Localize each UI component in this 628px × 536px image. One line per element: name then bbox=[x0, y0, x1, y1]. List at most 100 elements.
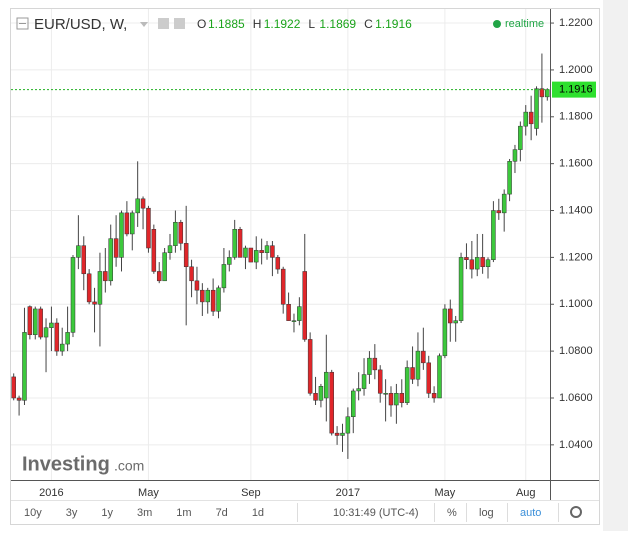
candle-body bbox=[545, 89, 550, 98]
candle-body bbox=[205, 289, 210, 303]
candle-body bbox=[216, 287, 221, 312]
candles: 1.1916 bbox=[11, 53, 596, 459]
ohlc-value: 1.1916 bbox=[375, 17, 412, 31]
candle-body bbox=[404, 367, 410, 403]
ohlc-value: 1.1869 bbox=[319, 17, 356, 31]
candle-body bbox=[345, 416, 351, 434]
collapse-icon[interactable] bbox=[16, 17, 29, 30]
option-button[interactable]: log bbox=[479, 507, 494, 519]
candle-body bbox=[270, 245, 275, 258]
y-tick-label: 1.0600 bbox=[559, 392, 593, 404]
candle-body bbox=[307, 339, 313, 394]
x-tick-label: May bbox=[138, 487, 159, 499]
candle-body bbox=[22, 332, 27, 401]
candle-body bbox=[108, 238, 113, 282]
option-button[interactable]: auto bbox=[520, 507, 541, 519]
candle-body bbox=[464, 257, 469, 260]
candle-body bbox=[356, 388, 361, 392]
candle-body bbox=[367, 357, 372, 375]
dropdown-arrow[interactable] bbox=[140, 22, 148, 27]
candle-body bbox=[162, 252, 167, 282]
ohlc-legend: O 1.1885 H 1.1922 L 1.1869 C 1.1916 bbox=[197, 17, 412, 31]
range-button[interactable]: 1d bbox=[252, 507, 264, 519]
candle-body bbox=[130, 212, 135, 235]
candle-body bbox=[496, 210, 502, 214]
candle-body bbox=[200, 289, 205, 303]
watermark-suffix: .com bbox=[114, 458, 144, 474]
candle-body bbox=[173, 221, 178, 246]
candle-body bbox=[38, 308, 43, 338]
candle-body bbox=[97, 271, 103, 305]
candle-body bbox=[140, 198, 146, 209]
settings-gear[interactable] bbox=[570, 506, 582, 518]
candle-body bbox=[253, 250, 259, 263]
option-button[interactable]: % bbox=[447, 507, 457, 519]
y-tick-label: 1.2000 bbox=[559, 64, 593, 76]
y-tick-label: 1.1400 bbox=[559, 204, 593, 216]
range-button[interactable]: 3y bbox=[66, 507, 78, 519]
range-button[interactable]: 3m bbox=[137, 507, 152, 519]
candle-body bbox=[394, 393, 399, 406]
candle-body bbox=[421, 350, 426, 364]
candle-body bbox=[54, 322, 60, 352]
candle-body bbox=[124, 212, 130, 235]
settings-icon[interactable] bbox=[158, 18, 169, 29]
ohlc-key: L bbox=[308, 17, 315, 31]
candle-body bbox=[92, 301, 97, 305]
settings-icon[interactable] bbox=[174, 18, 185, 29]
candle-body bbox=[480, 257, 485, 268]
candle-body bbox=[377, 369, 383, 394]
grid: 1.0400 1.0600 1.0800 1.1000 1.1200 1.1400 1.16… bbox=[11, 9, 593, 499]
ohlc-key: O bbox=[197, 17, 206, 31]
candle-body bbox=[43, 327, 49, 338]
watermark: Investing bbox=[22, 453, 110, 475]
candle-body bbox=[210, 289, 216, 312]
candle-body bbox=[474, 257, 480, 270]
last-price-tag bbox=[552, 81, 596, 98]
candle-body bbox=[318, 386, 324, 401]
x-tick-label: 2016 bbox=[39, 487, 63, 499]
last-price-label: 1.1916 bbox=[559, 84, 593, 96]
ohlc-value: 1.1885 bbox=[208, 17, 245, 31]
candle-body bbox=[485, 259, 491, 268]
ohlc-key: H bbox=[253, 17, 262, 31]
candle-body bbox=[11, 376, 16, 399]
candle-body bbox=[334, 432, 340, 436]
candle-body bbox=[227, 257, 232, 265]
candle-body bbox=[534, 88, 539, 129]
candle-body bbox=[453, 320, 458, 324]
range-button[interactable]: 10y bbox=[24, 507, 42, 519]
candle-body bbox=[399, 393, 405, 403]
candle-body bbox=[151, 229, 157, 272]
candle-body bbox=[135, 198, 140, 214]
candle-body bbox=[76, 245, 81, 258]
candle-body bbox=[86, 273, 92, 303]
candle-body bbox=[70, 257, 76, 333]
candle-body bbox=[372, 357, 378, 371]
candle-body bbox=[178, 221, 184, 244]
range-button[interactable]: 1y bbox=[101, 507, 113, 519]
candle-body bbox=[388, 393, 394, 406]
candle-body bbox=[280, 268, 286, 305]
range-button[interactable]: 7d bbox=[216, 507, 228, 519]
candle-body bbox=[297, 306, 302, 321]
y-tick-label: 1.2200 bbox=[559, 17, 593, 29]
clock: 10:31:49 (UTC-4) bbox=[333, 507, 419, 519]
candle-body bbox=[539, 88, 545, 98]
y-tick-label: 1.0400 bbox=[559, 439, 593, 451]
candle-body bbox=[183, 243, 189, 268]
candle-body bbox=[426, 362, 431, 394]
y-tick-label: 1.1600 bbox=[559, 158, 593, 170]
candle-body bbox=[501, 193, 507, 214]
candle-body bbox=[167, 245, 173, 253]
range-button[interactable]: 1m bbox=[176, 507, 191, 519]
side-strip bbox=[603, 0, 628, 531]
candle-body bbox=[49, 322, 54, 328]
y-tick-label: 1.1800 bbox=[559, 111, 593, 123]
candle-body bbox=[59, 343, 65, 352]
x-tick-label: Sep bbox=[241, 487, 261, 499]
ohlc-key: C bbox=[364, 17, 373, 31]
candle-body bbox=[313, 393, 318, 401]
